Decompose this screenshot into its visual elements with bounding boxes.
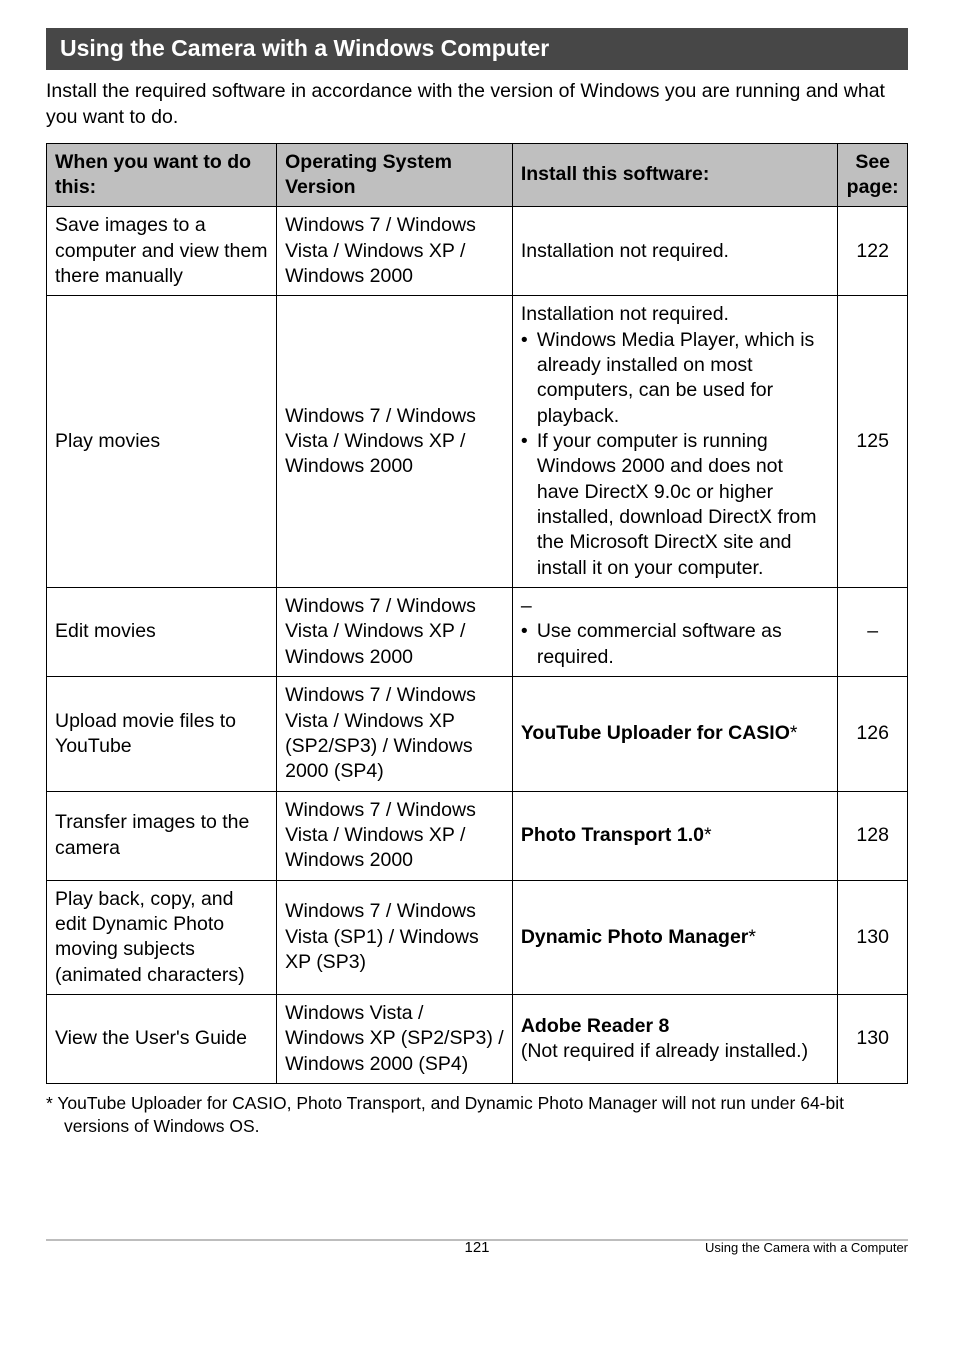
cell-page: 128 [838,791,908,880]
cell-page: 126 [838,677,908,791]
th-task: When you want to do this: [47,143,277,207]
footnote-marker: * [46,1093,53,1113]
cell-os: Windows Vista / Windows XP (SP2/SP3) / W… [277,994,513,1083]
cell-software: YouTube Uploader for CASIO* [512,677,838,791]
cell-task: Upload movie files to YouTube [47,677,277,791]
software-tail: (Not required if already installed.) [521,1040,808,1062]
cell-task: View the User's Guide [47,994,277,1083]
cell-software: Installation not required. Windows Media… [512,296,838,588]
cell-software: Photo Transport 1.0* [512,791,838,880]
table-row: Play back, copy, and edit Dynamic Photo … [47,880,908,994]
bullet: If your computer is running Windows 2000… [521,429,830,581]
compatibility-table: When you want to do this: Operating Syst… [46,143,908,1084]
software-name: YouTube Uploader for CASIO [521,722,790,744]
th-os: Operating System Version [277,143,513,207]
cell-page: 125 [838,296,908,588]
cell-task: Play back, copy, and edit Dynamic Photo … [47,880,277,994]
cell-page: 130 [838,994,908,1083]
cell-os: Windows 7 / Windows Vista / Windows XP /… [277,588,513,677]
cell-os: Windows 7 / Windows Vista / Windows XP /… [277,296,513,588]
cell-software: Adobe Reader 8 (Not required if already … [512,994,838,1083]
cell-os: Windows 7 / Windows Vista (SP1) / Window… [277,880,513,994]
bullet: Use commercial software as required. [521,619,830,670]
footer-title: Using the Camera with a Computer [705,1240,908,1255]
bullet: Windows Media Player, which is already i… [521,328,830,429]
table-header-row: When you want to do this: Operating Syst… [47,143,908,207]
page-content: Using the Camera with a Windows Computer… [0,0,954,1157]
table-row: Play movies Windows 7 / Windows Vista / … [47,296,908,588]
software-name: Dynamic Photo Manager [521,926,749,948]
cell-software: Dynamic Photo Manager* [512,880,838,994]
th-see: See page: [838,143,908,207]
cell-task: Save images to a computer and view them … [47,207,277,296]
cell-os: Windows 7 / Windows Vista / Windows XP /… [277,207,513,296]
th-os-line1: Operating System [285,151,452,173]
software-name: Adobe Reader 8 [521,1015,669,1037]
footnote-text: YouTube Uploader for CASIO, Photo Transp… [57,1093,844,1136]
cell-page: – [838,588,908,677]
table-row: Edit movies Windows 7 / Windows Vista / … [47,588,908,677]
cell-task: Play movies [47,296,277,588]
cell-software: Installation not required. [512,207,838,296]
cell-task: Edit movies [47,588,277,677]
software-suffix: * [790,722,798,744]
page-footer: 121 Using the Camera with a Computer [0,1247,954,1261]
section-header: Using the Camera with a Windows Computer [46,28,908,70]
table-row: Transfer images to the camera Windows 7 … [47,791,908,880]
th-software: Install this software: [512,143,838,207]
software-name: Photo Transport 1.0 [521,824,704,846]
table-row: Save images to a computer and view them … [47,207,908,296]
software-dash: – [521,595,532,617]
software-bullets: Use commercial software as required. [521,619,830,670]
th-see-line1: See [855,151,890,173]
cell-os: Windows 7 / Windows Vista / Windows XP /… [277,791,513,880]
cell-task: Transfer images to the camera [47,791,277,880]
cell-page: 130 [838,880,908,994]
table-row: View the User's Guide Windows Vista / Wi… [47,994,908,1083]
software-suffix: * [748,926,756,948]
software-suffix: * [704,824,712,846]
software-bullets: Windows Media Player, which is already i… [521,328,830,581]
th-os-line2: Version [285,176,355,198]
cell-os: Windows 7 / Windows Vista / Windows XP (… [277,677,513,791]
th-see-line2: page: [847,176,899,198]
software-lead: Installation not required. [521,303,729,325]
cell-page: 122 [838,207,908,296]
cell-software: – Use commercial software as required. [512,588,838,677]
intro-text: Install the required software in accorda… [46,78,908,131]
footer-page-number: 121 [464,1239,489,1256]
footnote: * YouTube Uploader for CASIO, Photo Tran… [46,1092,908,1138]
table-row: Upload movie files to YouTube Windows 7 … [47,677,908,791]
